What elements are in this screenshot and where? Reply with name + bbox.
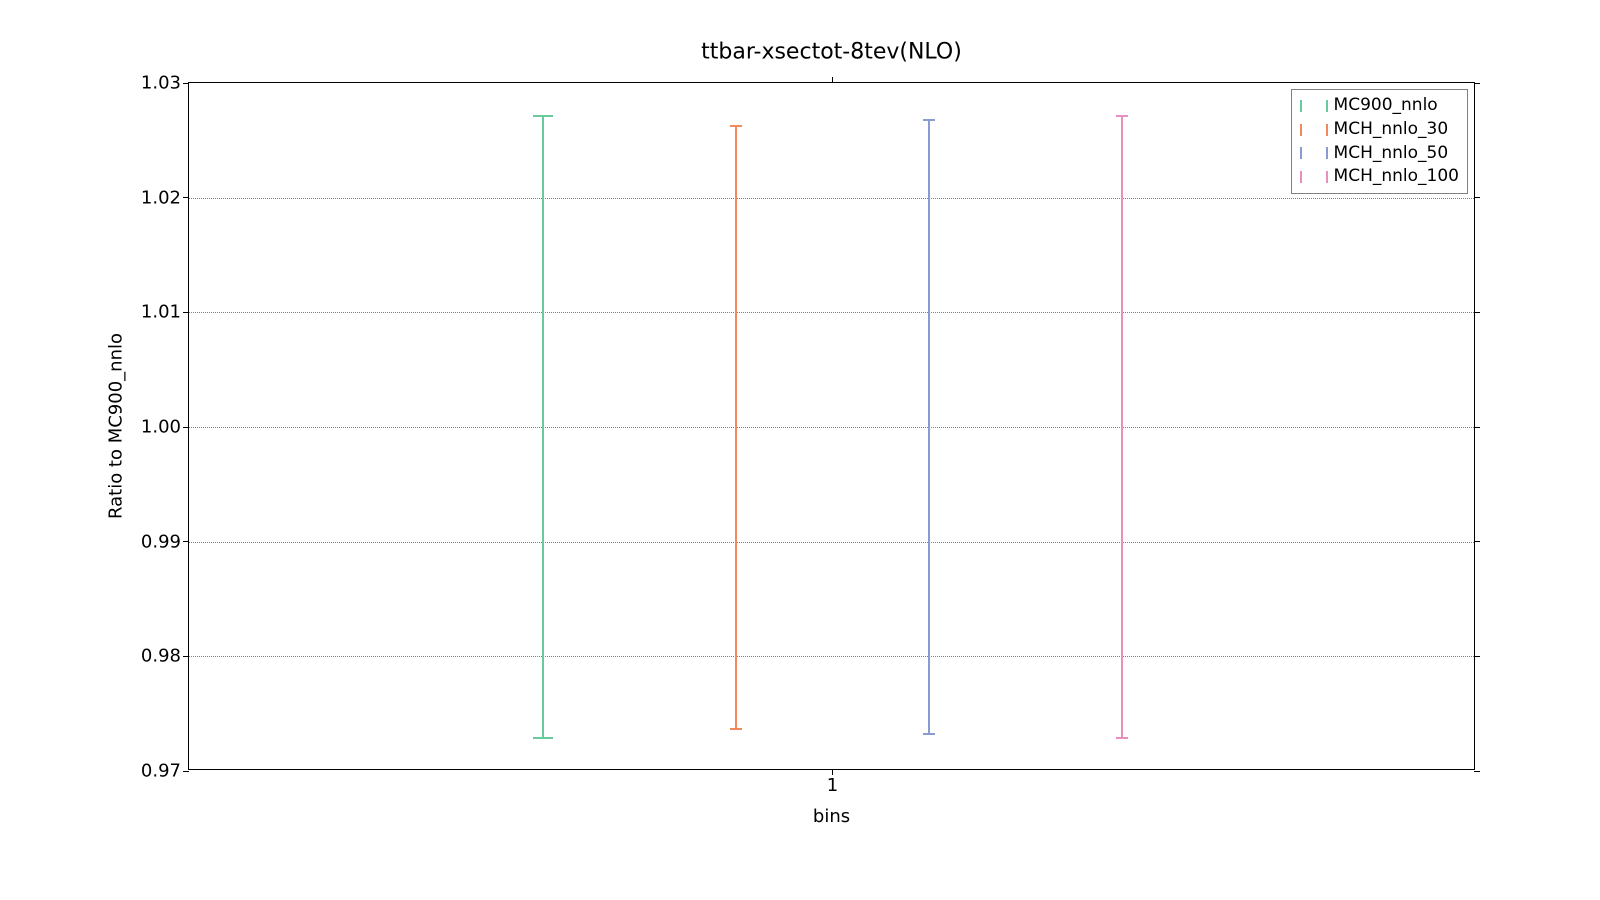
ytick-mark bbox=[1474, 312, 1480, 313]
gridline bbox=[189, 198, 1474, 199]
ytick-mark bbox=[1474, 656, 1480, 657]
ytick-mark bbox=[1474, 83, 1480, 84]
ytick-label: 0.99 bbox=[141, 531, 189, 552]
legend-item: MC900_nnlo bbox=[1300, 94, 1459, 118]
gridline bbox=[189, 656, 1474, 657]
gridline bbox=[189, 427, 1474, 428]
legend-item: MCH_nnlo_100 bbox=[1300, 165, 1459, 189]
legend-label: MCH_nnlo_100 bbox=[1334, 165, 1459, 189]
legend-label: MCH_nnlo_30 bbox=[1334, 118, 1449, 142]
y-axis-label: Ratio to MC900_nnlo bbox=[106, 333, 127, 519]
errorbar-cap bbox=[923, 119, 935, 121]
errorbar-cap bbox=[730, 728, 742, 730]
legend-item: MCH_nnlo_50 bbox=[1300, 142, 1459, 166]
errorbar-cap bbox=[923, 733, 935, 735]
ytick-label: 1.02 bbox=[141, 187, 189, 208]
x-axis-label: bins bbox=[813, 806, 850, 827]
gridline bbox=[189, 312, 1474, 313]
xtick-label: 1 bbox=[827, 769, 838, 796]
legend-swatch bbox=[1300, 123, 1328, 137]
errorbar bbox=[735, 125, 737, 729]
errorbar-cap bbox=[1116, 737, 1128, 739]
errorbar bbox=[928, 119, 930, 736]
legend-item: MCH_nnlo_30 bbox=[1300, 118, 1459, 142]
legend-label: MCH_nnlo_50 bbox=[1334, 142, 1449, 166]
errorbar-cap bbox=[730, 125, 742, 127]
plot-area: 0.970.980.991.001.011.021.031MC900_nnloM… bbox=[188, 82, 1475, 770]
xtick-mark bbox=[832, 77, 833, 83]
ytick-label: 0.97 bbox=[141, 761, 189, 782]
ytick-mark bbox=[1474, 771, 1480, 772]
ytick-label: 0.98 bbox=[141, 646, 189, 667]
errorbar bbox=[542, 115, 544, 739]
errorbar bbox=[1121, 115, 1123, 739]
ytick-label: 1.01 bbox=[141, 302, 189, 323]
ytick-mark bbox=[1474, 197, 1480, 198]
errorbar-cap bbox=[533, 115, 553, 117]
ytick-mark bbox=[1474, 427, 1480, 428]
legend: MC900_nnloMCH_nnlo_30MCH_nnlo_50MCH_nnlo… bbox=[1291, 89, 1468, 194]
legend-swatch bbox=[1300, 146, 1328, 160]
ytick-mark bbox=[1474, 541, 1480, 542]
ytick-label: 1.03 bbox=[141, 73, 189, 94]
gridline bbox=[189, 542, 1474, 543]
chart-title: ttbar-xsectot-8tev(NLO) bbox=[701, 40, 962, 65]
chart-container: 0.970.980.991.001.011.021.031MC900_nnloM… bbox=[0, 0, 1600, 900]
errorbar-cap bbox=[1116, 115, 1128, 117]
errorbar-cap bbox=[533, 737, 553, 739]
legend-swatch bbox=[1300, 170, 1328, 184]
legend-label: MC900_nnlo bbox=[1334, 94, 1438, 118]
ytick-label: 1.00 bbox=[141, 417, 189, 438]
legend-swatch bbox=[1300, 99, 1328, 113]
